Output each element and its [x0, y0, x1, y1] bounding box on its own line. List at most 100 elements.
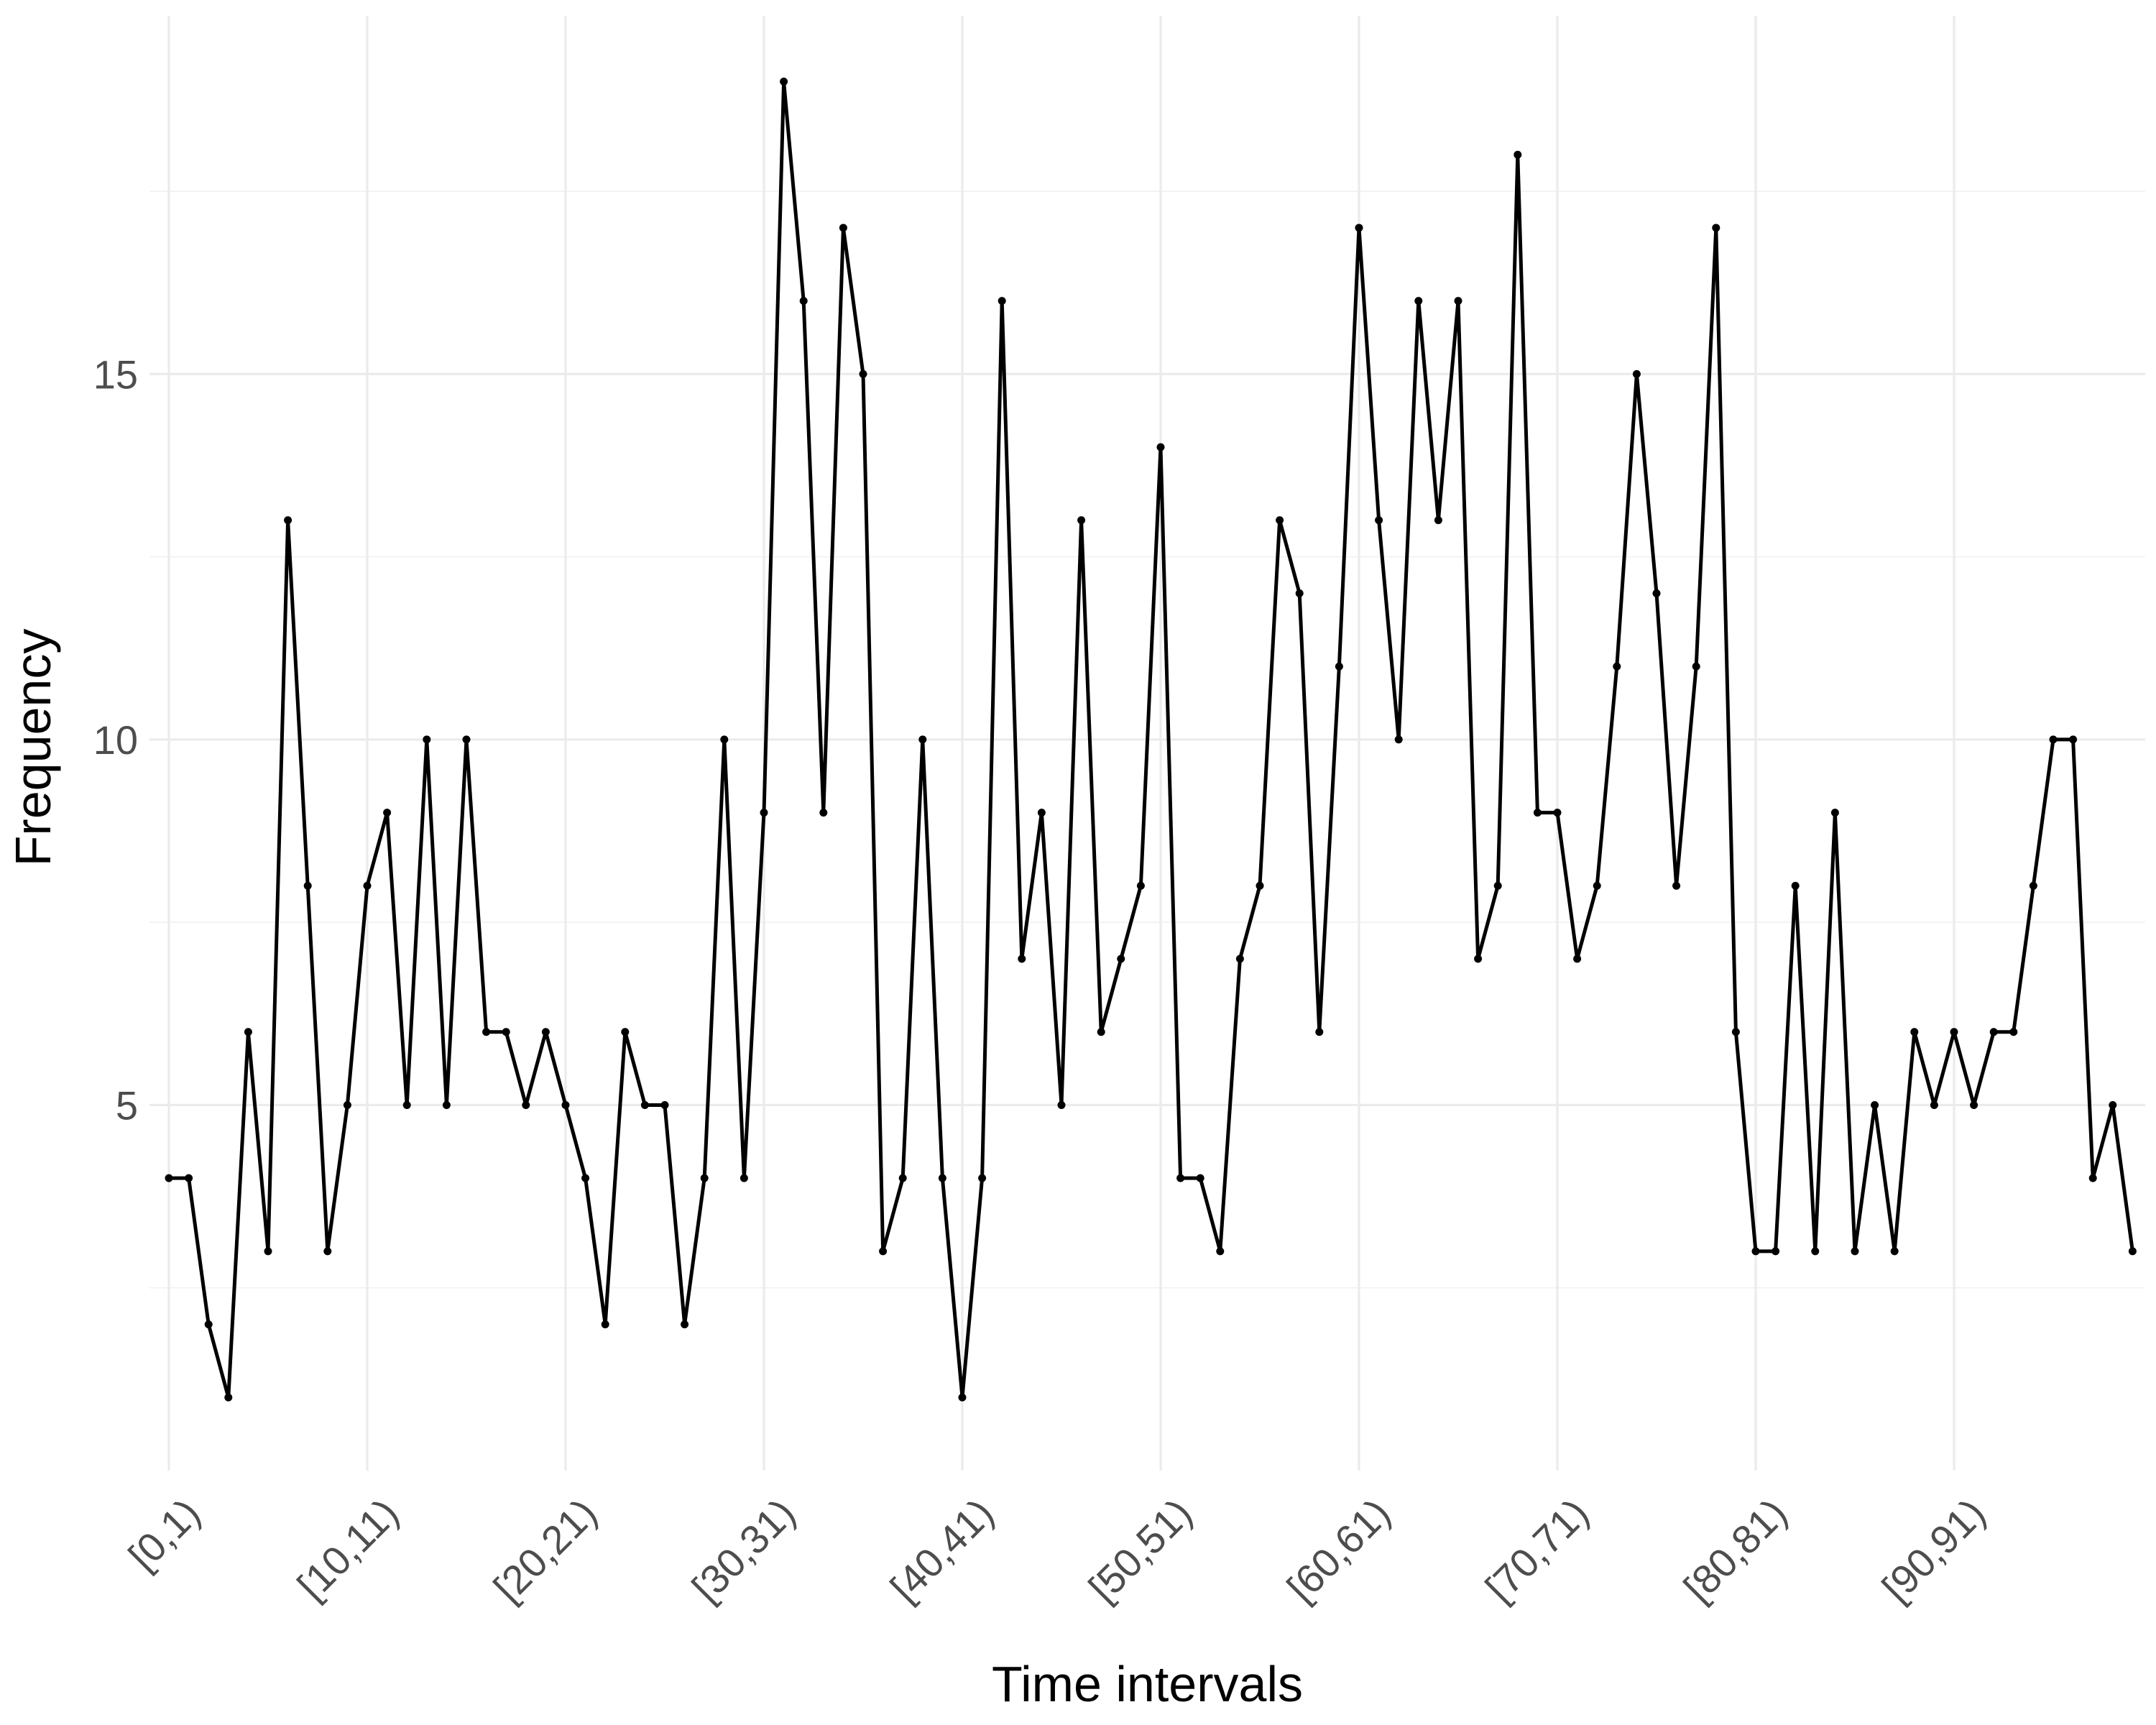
- data-point: [1533, 809, 1542, 817]
- x-tick-label: [60,61): [1279, 1490, 1399, 1611]
- data-point: [819, 809, 828, 817]
- data-point: [918, 735, 927, 744]
- data-point: [1989, 1028, 1998, 1036]
- x-tick-label: [90,91): [1874, 1490, 1994, 1611]
- data-point: [363, 881, 372, 890]
- data-point: [383, 809, 392, 817]
- data-point: [1632, 369, 1641, 378]
- data-point: [1514, 150, 1522, 159]
- data-point: [1950, 1028, 1958, 1036]
- data-point: [442, 1100, 451, 1109]
- data-point: [1652, 589, 1661, 597]
- data-point: [1375, 516, 1383, 525]
- data-point: [224, 1393, 233, 1402]
- data-point: [1910, 1028, 1919, 1036]
- data-point: [423, 735, 431, 744]
- data-point: [760, 809, 768, 817]
- data-point: [1890, 1247, 1899, 1256]
- y-tick-label: 15: [93, 351, 138, 397]
- data-point: [1830, 809, 1839, 817]
- point-layer: [165, 78, 2137, 1402]
- data-point: [1731, 1028, 1740, 1036]
- data-point: [1851, 1247, 1859, 1256]
- data-point: [1276, 516, 1284, 525]
- data-point: [1037, 809, 1046, 817]
- data-point: [2088, 1174, 2097, 1182]
- data-point: [700, 1174, 709, 1182]
- data-point: [720, 735, 729, 744]
- data-point: [1434, 516, 1442, 525]
- data-point: [1235, 954, 1244, 963]
- data-point: [343, 1100, 351, 1109]
- data-point: [1216, 1247, 1225, 1256]
- y-axis-title: Frequency: [5, 629, 61, 867]
- data-point: [839, 224, 847, 232]
- data-point: [998, 297, 1006, 305]
- x-tick-label: [20,21): [485, 1490, 606, 1611]
- y-tick-label: 10: [93, 717, 138, 763]
- data-point: [1871, 1100, 1879, 1109]
- data-point: [1196, 1174, 1204, 1182]
- data-point: [601, 1320, 609, 1329]
- data-point: [2009, 1028, 2018, 1036]
- data-point: [522, 1100, 530, 1109]
- data-point: [303, 881, 312, 890]
- data-point: [938, 1174, 946, 1182]
- data-point: [1136, 881, 1145, 890]
- data-point: [1672, 881, 1681, 890]
- data-point: [799, 297, 808, 305]
- data-point: [2128, 1247, 2137, 1256]
- data-point: [621, 1028, 630, 1036]
- data-point: [581, 1174, 590, 1182]
- data-point: [502, 1028, 510, 1036]
- data-point: [165, 1174, 173, 1182]
- data-point: [640, 1100, 649, 1109]
- x-tick-label: [0,1): [120, 1490, 209, 1579]
- data-point: [1474, 954, 1483, 963]
- data-point: [681, 1320, 689, 1329]
- data-point: [2109, 1100, 2117, 1109]
- data-point: [1394, 735, 1403, 744]
- x-axis-title: Time intervals: [992, 1656, 1303, 1712]
- data-point: [1097, 1028, 1105, 1036]
- data-point: [561, 1100, 570, 1109]
- data-point: [1493, 881, 1502, 890]
- data-point: [1117, 954, 1125, 963]
- data-point: [185, 1174, 193, 1182]
- data-point: [1057, 1100, 1066, 1109]
- data-point: [1811, 1247, 1820, 1256]
- data-point: [978, 1174, 987, 1182]
- data-point: [1970, 1100, 1978, 1109]
- data-point: [1930, 1100, 1938, 1109]
- data-point: [1018, 954, 1026, 963]
- data-point: [1751, 1247, 1760, 1256]
- data-point: [1692, 662, 1700, 671]
- data-point: [1315, 1028, 1324, 1036]
- data-point: [1791, 881, 1800, 890]
- data-point: [879, 1247, 888, 1256]
- data-point: [402, 1100, 411, 1109]
- data-point: [204, 1320, 213, 1329]
- data-point: [1077, 516, 1086, 525]
- data-point: [1256, 881, 1264, 890]
- data-point: [1335, 662, 1343, 671]
- data-point: [1156, 443, 1165, 451]
- data-point: [1573, 954, 1582, 963]
- series-line: [167, 80, 2134, 1399]
- data-point: [541, 1028, 550, 1036]
- x-tick-label: [50,51): [1080, 1490, 1201, 1611]
- data-point: [1772, 1247, 1780, 1256]
- data-point: [859, 369, 867, 378]
- data-point: [958, 1393, 967, 1402]
- x-tick-label: [70,71): [1477, 1490, 1598, 1611]
- x-tick-label: [40,41): [882, 1490, 1003, 1611]
- data-point: [1712, 224, 1720, 232]
- data-point: [284, 516, 292, 525]
- data-point: [1454, 297, 1462, 305]
- data-point: [1414, 297, 1423, 305]
- y-tick-label: 5: [116, 1082, 138, 1128]
- data-point: [740, 1174, 748, 1182]
- data-point: [2029, 881, 2037, 890]
